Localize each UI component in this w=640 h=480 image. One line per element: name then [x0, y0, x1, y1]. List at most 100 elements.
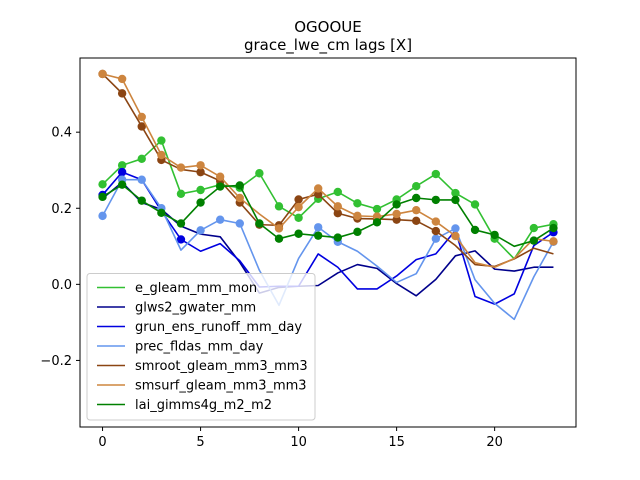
data-point-lai_gimms4g_m2_m2-3	[157, 208, 166, 218]
data-point-grun_ens_runoff_mm_day-4	[176, 235, 186, 244]
legend-label-smroot_gleam_mm3_mm3: smroot_gleam_mm3_mm3	[135, 359, 308, 374]
data-point-e_gleam_mm_mon-22	[529, 223, 539, 233]
legend-label-glws2_gwater_mm: glws2_gwater_mm	[135, 301, 256, 316]
data-point-lai_gimms4g_m2_m2-14	[372, 218, 382, 227]
data-point-smsurf_gleam_mm3_mm3-17	[431, 217, 441, 226]
data-point-prec_fldas_mm_day-2	[137, 175, 146, 184]
data-point-smsurf_gleam_mm3_mm3-9	[274, 224, 284, 233]
data-point-smroot_gleam_mm3_mm3-2	[137, 122, 146, 131]
data-point-e_gleam_mm_mon-0	[98, 180, 107, 189]
data-point-smroot_gleam_mm3_mm3-1	[117, 89, 127, 98]
data-point-lai_gimms4g_m2_m2-10	[294, 229, 303, 238]
data-point-lai_gimms4g_m2_m2-6	[215, 182, 225, 191]
data-point-lai_gimms4g_m2_m2-22	[529, 236, 539, 245]
data-point-lai_gimms4g_m2_m2-23	[549, 223, 558, 233]
data-point-smroot_gleam_mm3_mm3-10	[294, 195, 303, 204]
data-point-e_gleam_mm_mon-9	[274, 202, 284, 211]
data-point-smsurf_gleam_mm3_mm3-4	[176, 163, 186, 172]
data-point-lai_gimms4g_m2_m2-15	[392, 200, 401, 209]
series-line-prec_fldas_mm_day	[101, 178, 555, 321]
legend-label-grun_ens_runoff_mm_day: grun_ens_runoff_mm_day	[135, 320, 302, 335]
data-point-e_gleam_mm_mon-14	[372, 204, 382, 214]
data-point-prec_fldas_mm_day-5	[196, 226, 205, 235]
data-point-lai_gimms4g_m2_m2-1	[117, 180, 127, 189]
y-tick-label: −0.2	[40, 354, 72, 369]
data-point-smsurf_gleam_mm3_mm3-15	[392, 209, 401, 219]
data-point-e_gleam_mm_mon-10	[294, 213, 303, 222]
data-point-e_gleam_mm_mon-16	[412, 182, 421, 191]
legend-label-prec_fldas_mm_day: prec_fldas_mm_day	[135, 340, 264, 355]
series-line-e_gleam_mm_mon	[101, 139, 554, 260]
data-point-lai_gimms4g_m2_m2-11	[314, 231, 323, 240]
x-tick-label: 10	[290, 435, 307, 450]
legend-label-e_gleam_mm_mon: e_gleam_mm_mon	[135, 281, 257, 296]
data-point-e_gleam_mm_mon-12	[333, 187, 342, 197]
data-point-e_gleam_mm_mon-4	[176, 189, 186, 199]
x-tick-label: 5	[196, 435, 204, 450]
data-point-smsurf_gleam_mm3_mm3-23	[549, 237, 558, 246]
legend: e_gleam_mm_mon glws2_gwater_mm grun_ens_ru…	[86, 273, 316, 421]
data-point-lai_gimms4g_m2_m2-9	[274, 234, 284, 243]
data-point-e_gleam_mm_mon-5	[196, 185, 205, 195]
data-point-smsurf_gleam_mm3_mm3-2	[137, 112, 146, 122]
data-point-smsurf_gleam_mm3_mm3-5	[196, 161, 205, 170]
data-point-lai_gimms4g_m2_m2-2	[137, 196, 146, 205]
data-point-lai_gimms4g_m2_m2-0	[98, 192, 107, 202]
data-point-smsurf_gleam_mm3_mm3-12	[333, 202, 342, 211]
data-point-prec_fldas_mm_day-0	[98, 211, 107, 221]
y-tick-label: 0.0	[51, 278, 72, 293]
y-tick-label: 0.2	[51, 202, 72, 217]
data-point-smsurf_gleam_mm3_mm3-6	[215, 172, 225, 181]
data-point-prec_fldas_mm_day-6	[215, 215, 225, 224]
legend-label-smsurf_gleam_mm3_mm3: smsurf_gleam_mm3_mm3	[135, 379, 307, 394]
data-point-prec_fldas_mm_day-11	[314, 223, 323, 232]
data-point-smroot_gleam_mm3_mm3-17	[431, 226, 441, 236]
data-point-e_gleam_mm_mon-8	[255, 169, 264, 178]
data-point-smroot_gleam_mm3_mm3-16	[412, 216, 421, 226]
data-point-e_gleam_mm_mon-3	[157, 136, 166, 145]
data-point-lai_gimms4g_m2_m2-20	[490, 230, 499, 240]
data-point-lai_gimms4g_m2_m2-17	[431, 195, 441, 205]
data-point-smsurf_gleam_mm3_mm3-0	[98, 69, 107, 79]
data-point-prec_fldas_mm_day-18	[451, 224, 460, 233]
legend-label-lai_gimms4g_m2_m2: lai_gimms4g_m2_m2	[135, 398, 272, 413]
series-line-grun_ens_runoff_mm_day	[101, 171, 554, 305]
legend-box	[86, 273, 316, 421]
chart-title: OGOOUE	[294, 18, 362, 36]
data-point-lai_gimms4g_m2_m2-19	[470, 225, 480, 235]
data-point-lai_gimms4g_m2_m2-8	[255, 219, 264, 228]
data-point-e_gleam_mm_mon-1	[117, 161, 127, 170]
data-point-e_gleam_mm_mon-13	[353, 199, 362, 208]
plot-area	[98, 69, 558, 321]
chart-subtitle: grace_lwe_cm lags [X]	[244, 36, 412, 55]
data-point-e_gleam_mm_mon-19	[470, 200, 480, 209]
data-point-lai_gimms4g_m2_m2-7	[235, 181, 244, 190]
data-point-smsurf_gleam_mm3_mm3-10	[294, 202, 303, 212]
data-point-smsurf_gleam_mm3_mm3-1	[117, 74, 127, 84]
x-tick-label: 15	[388, 435, 405, 450]
x-tick-label: 0	[98, 435, 106, 450]
data-point-lai_gimms4g_m2_m2-16	[412, 193, 421, 203]
data-point-e_gleam_mm_mon-2	[137, 154, 146, 164]
data-point-smsurf_gleam_mm3_mm3-16	[412, 205, 421, 215]
data-point-prec_fldas_mm_day-17	[431, 234, 441, 243]
data-point-lai_gimms4g_m2_m2-13	[353, 227, 362, 237]
y-tick-label: 0.4	[51, 126, 72, 141]
data-point-smsurf_gleam_mm3_mm3-11	[314, 184, 323, 193]
data-point-lai_gimms4g_m2_m2-12	[333, 233, 342, 242]
axes: 0 5 10 15 20 −0.2 0.0 0.2 0.4	[40, 57, 577, 450]
data-point-grun_ens_runoff_mm_day-1	[117, 167, 127, 177]
data-point-smroot_gleam_mm3_mm3-5	[196, 167, 205, 177]
axes-frame	[79, 57, 577, 428]
data-point-lai_gimms4g_m2_m2-18	[451, 195, 460, 205]
data-point-smroot_gleam_mm3_mm3-12	[333, 209, 342, 218]
data-point-smsurf_gleam_mm3_mm3-18	[451, 231, 460, 241]
data-point-smsurf_gleam_mm3_mm3-7	[235, 193, 244, 203]
data-point-prec_fldas_mm_day-7	[235, 219, 244, 228]
data-point-smsurf_gleam_mm3_mm3-13	[353, 211, 362, 221]
data-point-lai_gimms4g_m2_m2-4	[176, 219, 186, 228]
data-point-e_gleam_mm_mon-17	[431, 169, 441, 179]
data-point-smsurf_gleam_mm3_mm3-3	[157, 150, 166, 160]
data-point-e_gleam_mm_mon-18	[451, 188, 460, 198]
